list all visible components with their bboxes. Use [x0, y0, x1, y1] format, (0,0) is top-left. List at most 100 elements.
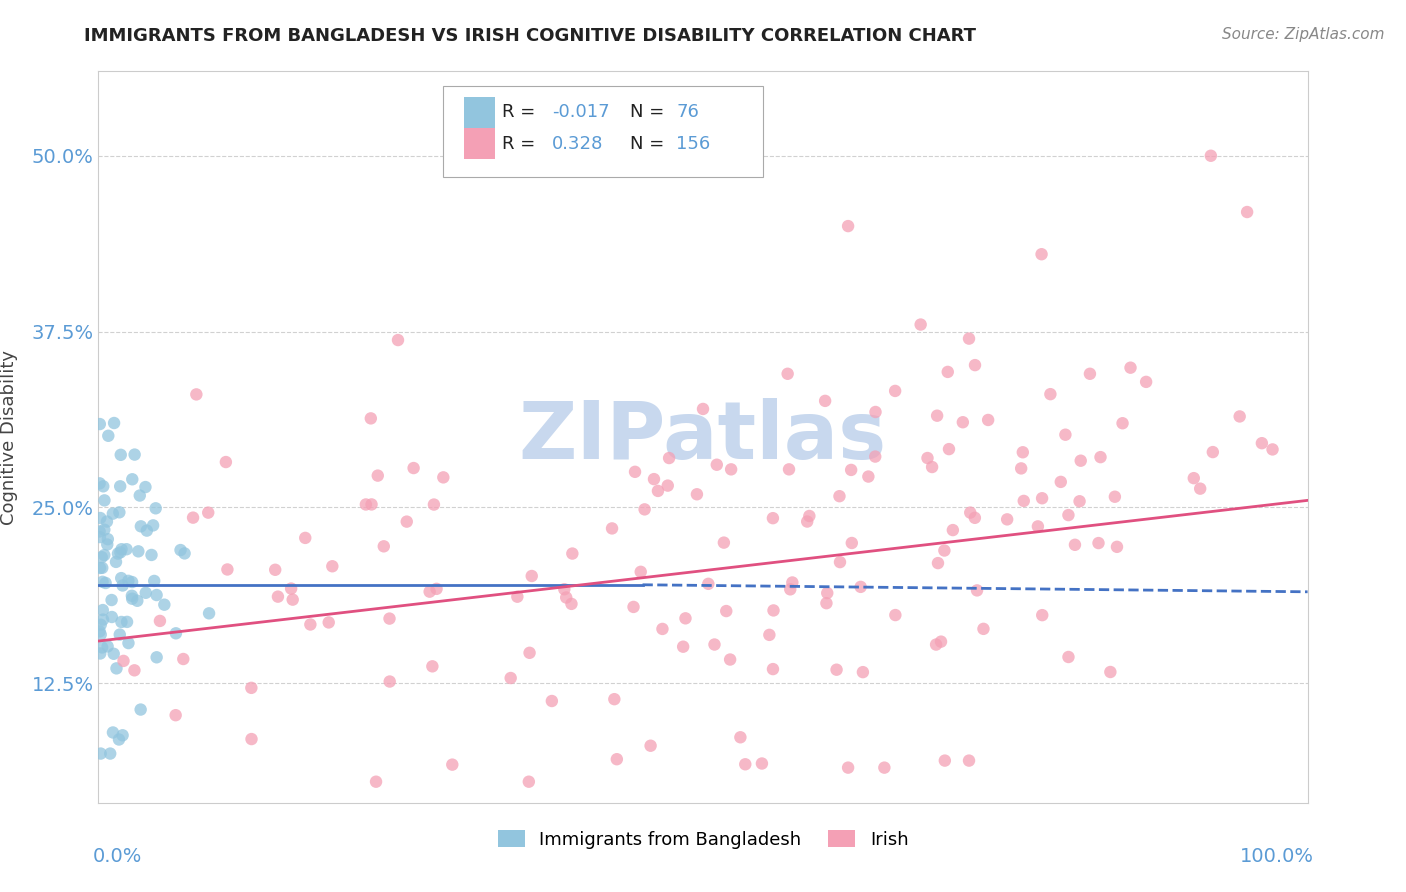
Point: [506, 590, 529, 604]
Point: [360, 411, 382, 425]
Point: [555, 591, 578, 605]
Point: [966, 583, 988, 598]
Point: [117, 574, 139, 588]
Point: [1250, 436, 1272, 450]
Point: [91, 640, 114, 655]
Point: [762, 511, 785, 525]
Text: 156: 156: [676, 135, 710, 153]
Point: [217, 562, 239, 576]
Point: [127, 544, 149, 558]
Point: [89, 524, 111, 539]
Point: [651, 622, 673, 636]
Point: [129, 519, 152, 533]
Point: [318, 615, 340, 630]
Point: [135, 524, 157, 538]
Point: [692, 401, 714, 416]
Point: [89, 561, 111, 575]
Point: [89, 647, 111, 661]
Text: 100.0%: 100.0%: [1240, 847, 1313, 866]
Point: [93, 493, 115, 508]
Text: IMMIGRANTS FROM BANGLADESH VS IRISH COGNITIVE DISABILITY CORRELATION CHART: IMMIGRANTS FROM BANGLADESH VS IRISH COGN…: [84, 27, 976, 45]
Point: [110, 542, 132, 557]
Point: [165, 626, 187, 640]
Point: [111, 578, 134, 592]
Point: [395, 515, 418, 529]
Y-axis label: Cognitive Disability: Cognitive Disability: [0, 350, 17, 524]
Point: [90, 550, 112, 565]
Point: [938, 442, 960, 456]
Point: [706, 458, 728, 472]
Point: [97, 640, 120, 654]
Point: [111, 728, 134, 742]
Point: [89, 530, 111, 544]
Point: [198, 607, 221, 621]
Point: [294, 531, 316, 545]
Point: [716, 604, 738, 618]
Point: [815, 586, 838, 600]
Text: 0.328: 0.328: [551, 135, 603, 153]
Point: [419, 584, 441, 599]
Point: [799, 508, 821, 523]
Point: [103, 416, 125, 430]
Point: [360, 497, 382, 511]
Point: [624, 465, 647, 479]
Text: N =: N =: [630, 135, 671, 153]
Point: [97, 429, 120, 443]
Point: [145, 650, 167, 665]
Point: [1189, 482, 1212, 496]
Point: [837, 761, 859, 775]
Point: [703, 638, 725, 652]
Point: [921, 460, 943, 475]
Point: [815, 596, 838, 610]
Point: [197, 506, 219, 520]
Point: [995, 512, 1018, 526]
Point: [977, 413, 1000, 427]
Point: [91, 574, 114, 589]
Point: [145, 588, 167, 602]
Point: [762, 603, 785, 617]
Point: [90, 617, 112, 632]
Point: [778, 462, 800, 476]
Point: [959, 506, 981, 520]
Point: [364, 774, 387, 789]
Point: [215, 455, 238, 469]
Point: [825, 663, 848, 677]
Point: [422, 659, 444, 673]
Point: [686, 487, 709, 501]
Point: [108, 505, 131, 519]
Point: [929, 634, 952, 648]
Text: Source: ZipAtlas.com: Source: ZipAtlas.com: [1222, 27, 1385, 42]
Point: [519, 646, 541, 660]
Point: [121, 591, 143, 606]
FancyBboxPatch shape: [443, 86, 763, 178]
Point: [135, 586, 157, 600]
Point: [758, 628, 780, 642]
Point: [90, 747, 112, 761]
Point: [89, 476, 111, 491]
Text: -0.017: -0.017: [551, 103, 609, 120]
Point: [110, 615, 132, 629]
Point: [1039, 387, 1062, 401]
Point: [281, 592, 304, 607]
Point: [917, 450, 939, 465]
Point: [107, 547, 129, 561]
Point: [267, 590, 290, 604]
Legend: Immigrants from Bangladesh, Irish: Immigrants from Bangladesh, Irish: [491, 823, 915, 856]
Point: [720, 462, 742, 476]
Point: [751, 756, 773, 771]
Point: [1236, 205, 1258, 219]
Point: [387, 333, 409, 347]
Point: [141, 548, 163, 562]
Point: [1229, 409, 1251, 424]
Point: [499, 671, 522, 685]
Point: [517, 774, 540, 789]
Point: [828, 555, 851, 569]
Point: [423, 498, 446, 512]
Text: 76: 76: [676, 103, 699, 120]
Point: [782, 575, 804, 590]
Point: [839, 463, 862, 477]
Point: [1049, 475, 1071, 489]
Point: [1135, 375, 1157, 389]
Point: [127, 594, 149, 608]
Point: [1057, 650, 1080, 665]
